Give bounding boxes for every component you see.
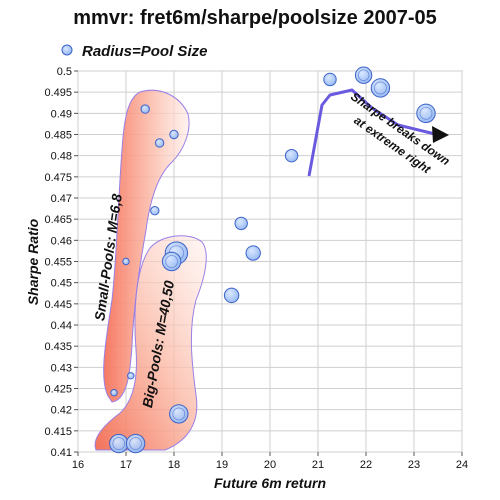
regions: [94, 89, 207, 451]
x-tick-label: 24: [456, 459, 468, 471]
y-tick-label: 0.485: [44, 130, 72, 142]
x-axis-label: Future 6m return: [214, 475, 326, 491]
data-point-inner-ring: [112, 437, 126, 450]
y-tick-label: 0.425: [44, 384, 72, 396]
y-tick-label: 0.44: [51, 320, 72, 332]
x-tick-label: 19: [216, 459, 228, 471]
y-axis-label: Sharpe Ratio: [25, 218, 41, 305]
data-point: [140, 104, 150, 114]
data-point: [245, 245, 261, 261]
data-point: [154, 138, 165, 148]
data-point-inner-ring: [357, 69, 370, 81]
y-tick-label: 0.415: [44, 426, 72, 438]
data-point: [109, 433, 129, 454]
legend-label: Radius=Pool Size: [82, 43, 207, 60]
y-tick-label: 0.455: [44, 257, 72, 269]
x-tick-label: 17: [120, 459, 132, 471]
data-point: [127, 372, 135, 380]
y-tick-label: 0.43: [51, 362, 72, 374]
x-tick-label: 20: [264, 459, 276, 471]
data-point-inner-ring: [129, 437, 142, 450]
y-tick-label: 0.42: [51, 405, 72, 417]
data-point: [284, 148, 299, 163]
y-tick-label: 0.445: [44, 299, 72, 311]
data-point-inner-ring: [374, 81, 387, 95]
y-tick-label: 0.45: [51, 278, 72, 290]
y-tick-label: 0.495: [44, 87, 72, 99]
small-pools-region: [103, 89, 190, 403]
x-axis-ticks: 16 17 18 19 20 21 22 23 24: [72, 452, 468, 471]
y-tick-label: 0.435: [44, 341, 72, 353]
data-point: [416, 103, 436, 124]
y-tick-label: 0.47: [51, 193, 72, 205]
y-tick-label: 0.475: [44, 172, 72, 184]
y-tick-label: 0.48: [51, 151, 72, 163]
data-point: [169, 129, 179, 140]
data-point: [169, 404, 189, 424]
data-point-inner-ring: [165, 255, 178, 268]
data-point-inner-ring: [419, 106, 433, 120]
chart-title: mmvr: fret6m/sharpe/poolsize 2007-05: [73, 7, 437, 29]
y-tick-label: 0.49: [51, 108, 72, 120]
legend-marker: [61, 44, 73, 56]
points: [109, 66, 436, 454]
data-point: [110, 389, 118, 397]
data-point: [161, 251, 182, 272]
data-point: [370, 78, 391, 98]
x-tick-label: 22: [360, 459, 372, 471]
y-tick-label: 0.5: [57, 66, 72, 78]
y-axis-ticks: 0.41 0.415 0.42 0.425 0.43 0.435 0.44 0.445 0.45…: [44, 66, 78, 459]
big-pools-region: [94, 235, 207, 451]
data-point: [125, 433, 146, 454]
y-tick-label: 0.46: [51, 235, 72, 247]
data-point: [150, 206, 160, 216]
x-tick-label: 23: [408, 459, 420, 471]
x-tick-label: 18: [168, 459, 180, 471]
legend: Radius=Pool Size: [61, 43, 207, 60]
x-tick-label: 21: [312, 459, 324, 471]
trend: [307, 88, 449, 177]
x-tick-label: 16: [72, 459, 84, 471]
trend-line: [307, 88, 436, 177]
data-point: [122, 257, 130, 266]
data-point: [223, 287, 240, 304]
data-point: [354, 66, 373, 84]
data-point: [323, 72, 337, 87]
data-point-inner-ring: [172, 407, 186, 421]
y-tick-label: 0.465: [44, 214, 72, 226]
arrowhead: [432, 126, 449, 143]
data-point: [234, 216, 248, 231]
y-tick-label: 0.41: [51, 447, 72, 459]
